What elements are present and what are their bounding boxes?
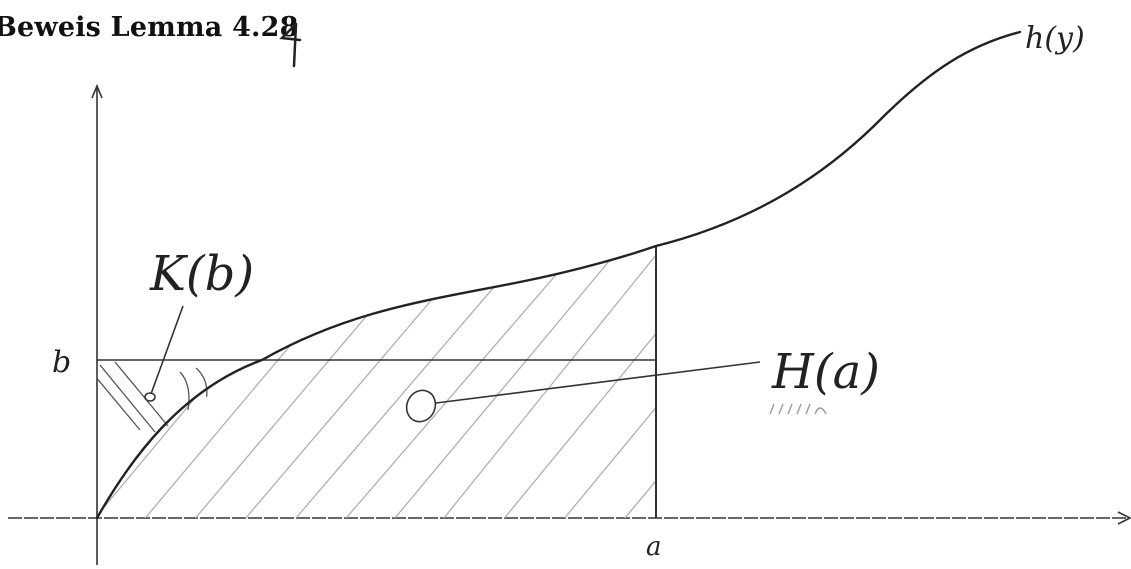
title-correction-mark (279, 22, 302, 68)
x-axis-arrow-icon (1117, 511, 1131, 525)
label-k-region: K(b) (149, 246, 254, 302)
label-a-tick: a (646, 532, 662, 562)
page-title: Beweis Lemma 4.28 (0, 12, 299, 43)
curve-h-y (95, 30, 1022, 520)
k-region-hatching (97, 361, 208, 433)
bounding-lines (97, 246, 657, 518)
axes (8, 83, 1131, 565)
k-pointer (144, 305, 184, 402)
label-b-tick: b (52, 345, 71, 380)
h-hatch-sample (769, 403, 827, 415)
h-region-hatching (97, 249, 656, 518)
h-pointer (405, 361, 761, 423)
label-curve: h(y) (1025, 21, 1085, 56)
y-axis-arrow-icon (91, 83, 103, 99)
label-h-region: H(a) (771, 344, 880, 400)
